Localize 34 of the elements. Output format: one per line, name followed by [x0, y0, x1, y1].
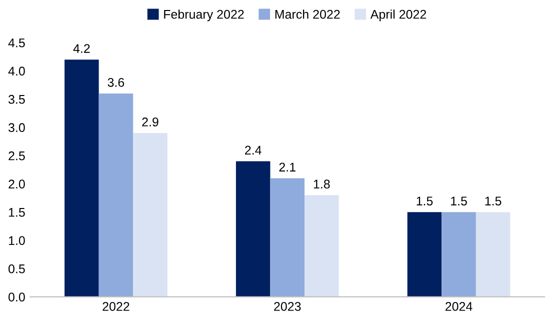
- data-label: 3.6: [108, 78, 124, 87]
- y-tick-label: 1.0: [8, 236, 25, 246]
- y-tick-label: 3.5: [8, 94, 25, 104]
- data-label: 1.8: [314, 180, 330, 189]
- x-tick-label: 2022: [102, 302, 130, 311]
- data-label: 2.9: [142, 118, 158, 126]
- bar: [98, 93, 134, 297]
- data-label: 1.5: [485, 196, 502, 206]
- y-tick-label: 2.0: [8, 180, 25, 189]
- data-label: 2.4: [245, 146, 262, 155]
- legend-label: April 2022: [370, 10, 426, 22]
- bar: [236, 161, 270, 297]
- data-label: 1.5: [451, 196, 467, 206]
- bar: [407, 212, 442, 297]
- y-tick-label: 0.0: [8, 292, 25, 302]
- bar: [304, 195, 339, 297]
- legend-label: March 2022: [275, 10, 340, 19]
- legend-label: February 2022: [164, 10, 244, 22]
- y-tick-label: 4.0: [8, 66, 25, 76]
- data-label: 2.1: [279, 162, 296, 172]
- y-tick-label: 1.5: [8, 208, 25, 217]
- bar: [476, 212, 510, 297]
- bar: [270, 178, 305, 297]
- bar: [64, 60, 99, 297]
- y-tick-label: 4.5: [8, 38, 25, 48]
- y-tick-label: 3.0: [8, 123, 25, 132]
- bar: [133, 133, 168, 297]
- data-label: 1.5: [416, 196, 433, 206]
- data-label: 4.2: [73, 44, 90, 53]
- y-tick-label: 0.5: [8, 264, 25, 274]
- y-tick-label: 2.5: [8, 151, 25, 160]
- bar: [442, 212, 476, 297]
- x-tick-label: 2023: [274, 302, 301, 311]
- x-tick-label: 2024: [446, 302, 472, 311]
